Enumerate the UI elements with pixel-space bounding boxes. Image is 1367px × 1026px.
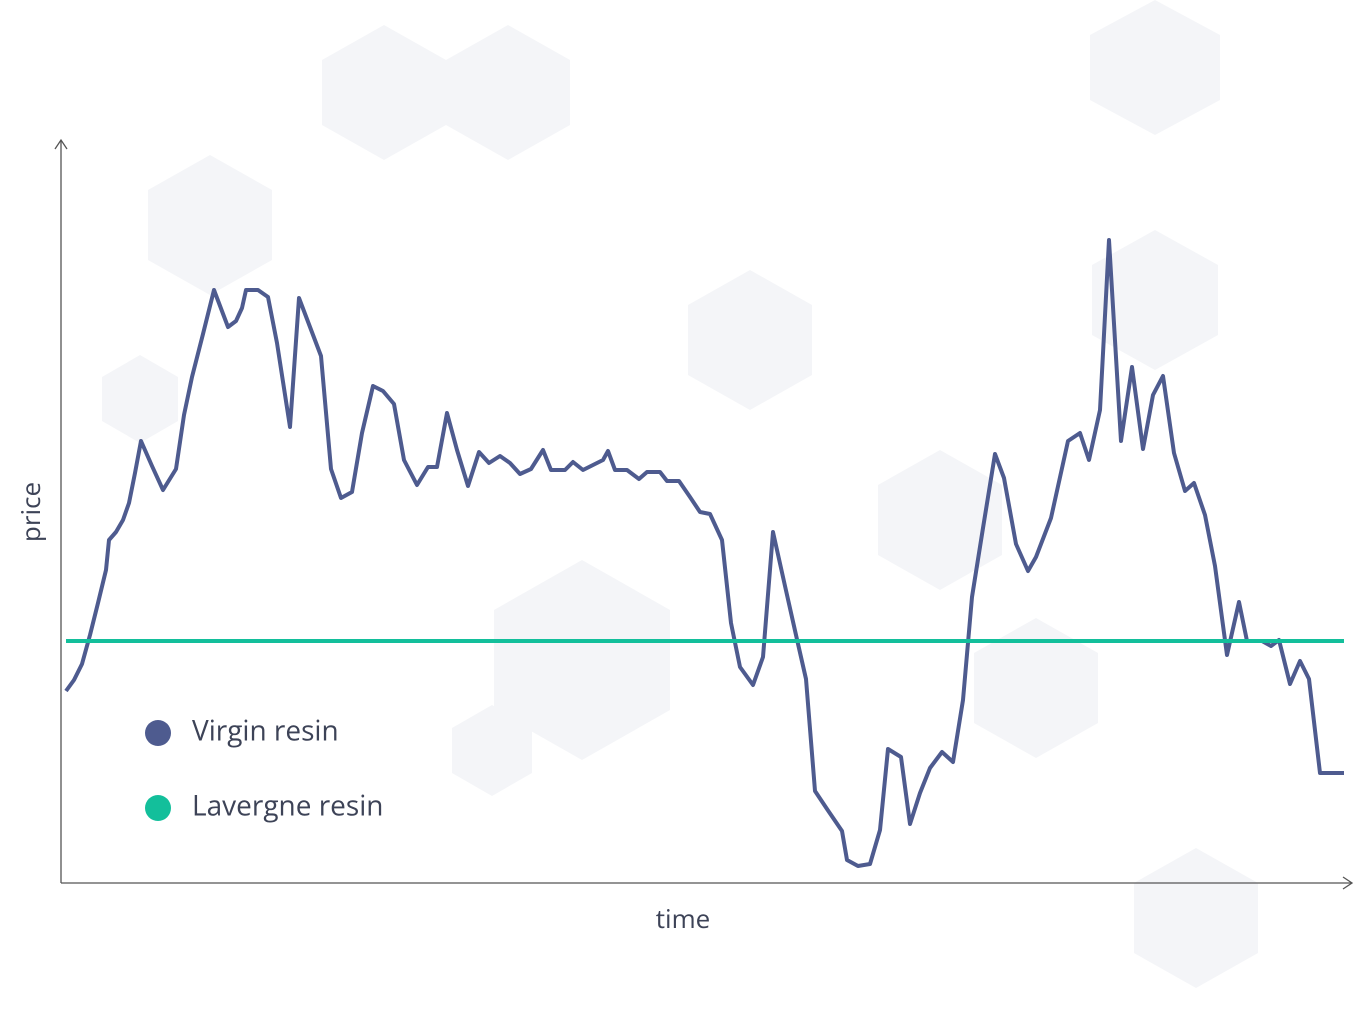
- x-axis-label: time: [656, 900, 711, 936]
- y-axis-label: price: [12, 482, 48, 542]
- series-line: [64, 238, 1344, 868]
- legend-marker: [145, 795, 171, 821]
- legend-marker: [145, 720, 171, 746]
- axes: [54, 138, 1354, 890]
- legend-label: Virgin resin: [192, 711, 339, 749]
- legend-label: Lavergne resin: [192, 786, 383, 824]
- background-hexagons: [102, 0, 1258, 988]
